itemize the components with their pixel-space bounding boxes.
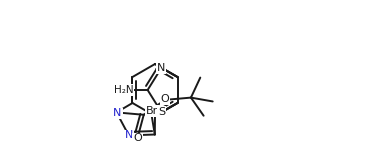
Text: N: N [113,108,122,118]
Text: S: S [158,107,165,117]
Text: H₂N: H₂N [114,85,133,95]
Text: O: O [161,94,169,104]
Text: Br: Br [146,106,158,116]
Text: N: N [157,63,166,73]
Text: N: N [125,130,133,140]
Text: O: O [133,133,142,143]
